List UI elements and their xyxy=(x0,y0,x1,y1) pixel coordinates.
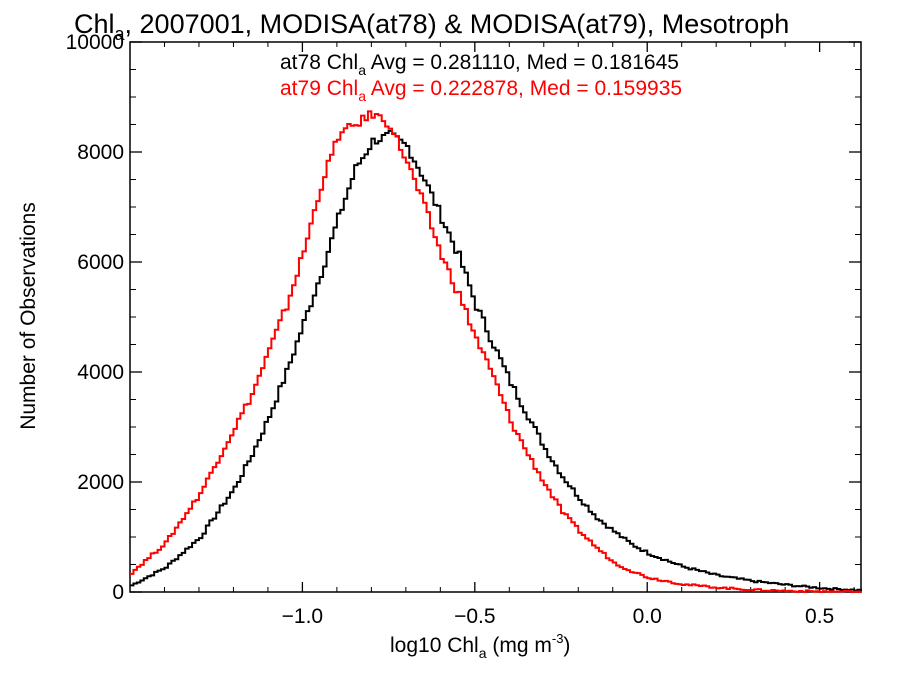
y-axis-label: Number of Observations xyxy=(17,202,40,430)
x-tick-label: −1.0 xyxy=(282,605,323,628)
y-tick-label: 8000 xyxy=(77,141,124,164)
legend-at78-stats: at78 Chla Avg = 0.281110, Med = 0.181645 xyxy=(280,51,679,78)
series-at79-line xyxy=(130,110,862,593)
x-tick-label: 0.5 xyxy=(805,605,834,628)
x-tick-label: 0.0 xyxy=(633,605,662,628)
y-tick-label: 4000 xyxy=(77,361,124,384)
series-layer xyxy=(130,110,862,593)
legend-at79-stats: at79 Chla Avg = 0.222878, Med = 0.159935 xyxy=(280,77,682,104)
y-tick-label: 2000 xyxy=(77,471,124,494)
y-tick-label: 0 xyxy=(112,581,124,604)
plot-frame xyxy=(129,41,862,593)
axis-ticks: −1.0 −0.5 0.0 0.5 0 2000 4000 6000 8000 10000 xyxy=(66,31,861,628)
chart-title: Chla, 2007001, MODISA(at78) & MODISA(at7… xyxy=(74,9,789,44)
x-tick-label: −0.5 xyxy=(454,605,495,628)
y-tick-label: 10000 xyxy=(66,31,124,54)
y-tick-label: 6000 xyxy=(77,251,124,274)
series-at78-line xyxy=(130,129,862,592)
x-axis-label: log10 Chla (mg m-3) xyxy=(390,631,570,661)
